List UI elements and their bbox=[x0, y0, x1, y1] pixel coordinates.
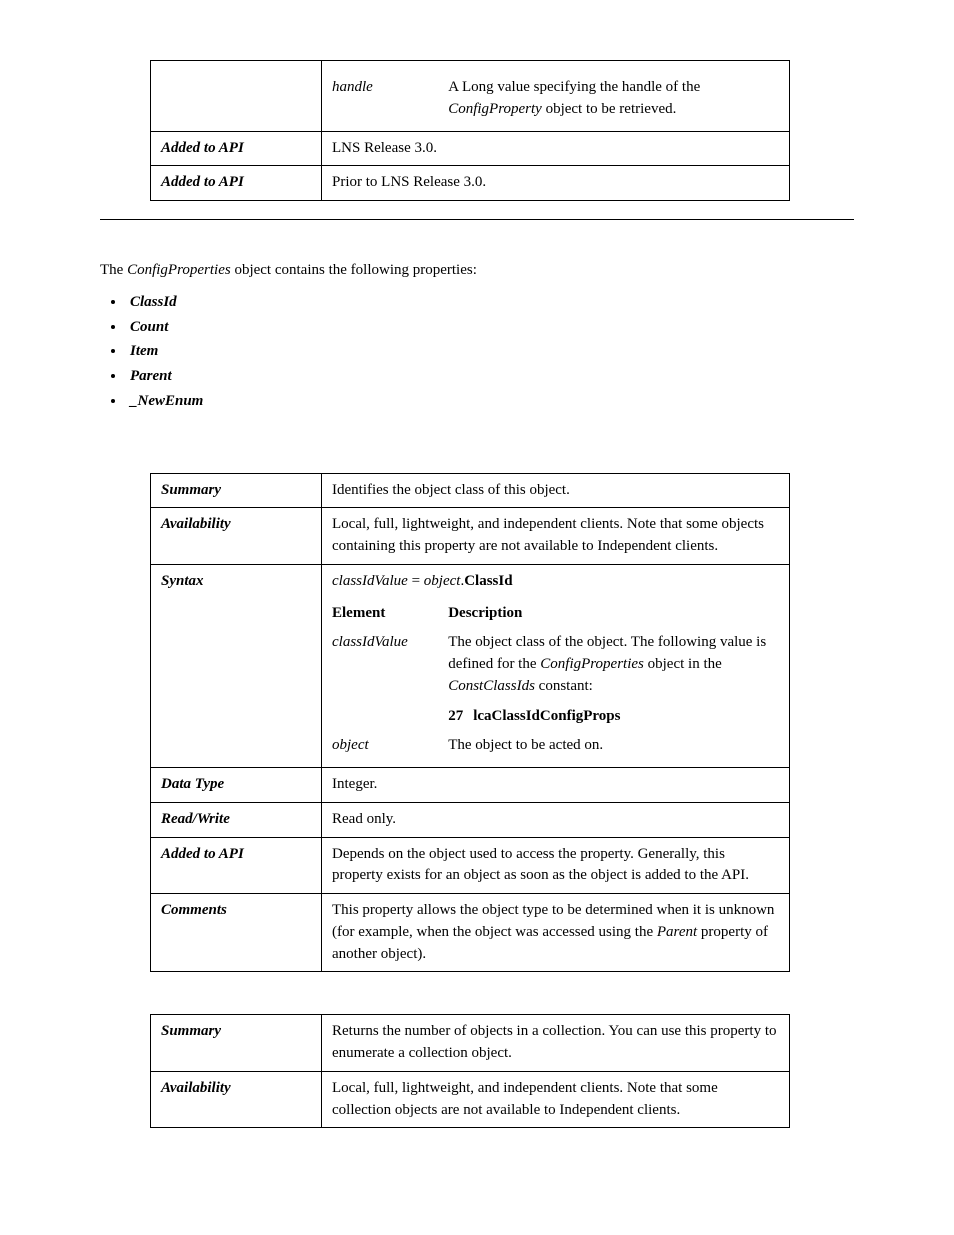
table-row: Summary Identifies the object class of t… bbox=[151, 473, 790, 508]
table-row: Syntax classIdValue = object.ClassId Ele… bbox=[151, 564, 790, 767]
properties-list: ClassId Count Item Parent _NewEnum bbox=[126, 292, 854, 413]
row-value: Local, full, lightweight, and independen… bbox=[322, 1071, 790, 1128]
table-row: Read/Write Read only. bbox=[151, 802, 790, 837]
list-item: Item bbox=[126, 341, 854, 363]
element-description: The object to be acted on. bbox=[448, 731, 779, 761]
row-value: Prior to LNS Release 3.0. bbox=[322, 166, 790, 201]
row-label: Availability bbox=[151, 508, 322, 565]
section-separator bbox=[100, 219, 854, 220]
column-header: Element bbox=[332, 599, 448, 629]
row-label bbox=[151, 61, 322, 132]
row-label: Summary bbox=[151, 1015, 322, 1072]
row-value: Local, full, lightweight, and independen… bbox=[322, 508, 790, 565]
syntax-cell: classIdValue = object.ClassId Element De… bbox=[322, 564, 790, 767]
method-parameter-table: handle A Long value specifying the handl… bbox=[150, 60, 790, 201]
element-description: The object class of the object. The foll… bbox=[448, 628, 779, 701]
syntax-elements-table: Element Description classIdValue The obj… bbox=[332, 599, 779, 762]
list-item: ClassId bbox=[126, 292, 854, 314]
row-label: Syntax bbox=[151, 564, 322, 767]
list-item: Parent bbox=[126, 366, 854, 388]
row-value: This property allows the object type to … bbox=[322, 894, 790, 972]
row-label: Added to API bbox=[151, 166, 322, 201]
syntax-expression: classIdValue = object.ClassId bbox=[332, 571, 779, 593]
classid-property-table: Summary Identifies the object class of t… bbox=[150, 473, 790, 973]
row-value: Identifies the object class of this obje… bbox=[322, 473, 790, 508]
row-label: Read/Write bbox=[151, 802, 322, 837]
column-header: Description bbox=[448, 599, 779, 629]
param-name: handle bbox=[332, 73, 448, 125]
element-name: object bbox=[332, 731, 448, 761]
table-row: Data Type Integer. bbox=[151, 768, 790, 803]
row-label: Data Type bbox=[151, 768, 322, 803]
table-row: Summary Returns the number of objects in… bbox=[151, 1015, 790, 1072]
intro-paragraph: The ConfigProperties object contains the… bbox=[100, 260, 854, 282]
element-name: classIdValue bbox=[332, 628, 448, 701]
row-label: Availability bbox=[151, 1071, 322, 1128]
table-row: Added to API LNS Release 3.0. bbox=[151, 131, 790, 166]
row-value: Depends on the object used to access the… bbox=[322, 837, 790, 894]
row-value: LNS Release 3.0. bbox=[322, 131, 790, 166]
table-row: Availability Local, full, lightweight, a… bbox=[151, 508, 790, 565]
row-label: Comments bbox=[151, 894, 322, 972]
row-label: Summary bbox=[151, 473, 322, 508]
row-label: Added to API bbox=[151, 837, 322, 894]
table-row: Added to API Prior to LNS Release 3.0. bbox=[151, 166, 790, 201]
table-row: Comments This property allows the object… bbox=[151, 894, 790, 972]
count-property-table: Summary Returns the number of objects in… bbox=[150, 1014, 790, 1128]
row-value: Returns the number of objects in a colle… bbox=[322, 1015, 790, 1072]
table-row: handle A Long value specifying the handl… bbox=[151, 61, 790, 132]
list-item: _NewEnum bbox=[126, 391, 854, 413]
table-row: Added to API Depends on the object used … bbox=[151, 837, 790, 894]
table-row: Availability Local, full, lightweight, a… bbox=[151, 1071, 790, 1128]
row-value: Integer. bbox=[322, 768, 790, 803]
constant-value: 27lcaClassIdConfigProps bbox=[448, 702, 779, 732]
param-description: A Long value specifying the handle of th… bbox=[448, 73, 779, 125]
row-value: Read only. bbox=[322, 802, 790, 837]
row-label: Added to API bbox=[151, 131, 322, 166]
list-item: Count bbox=[126, 317, 854, 339]
